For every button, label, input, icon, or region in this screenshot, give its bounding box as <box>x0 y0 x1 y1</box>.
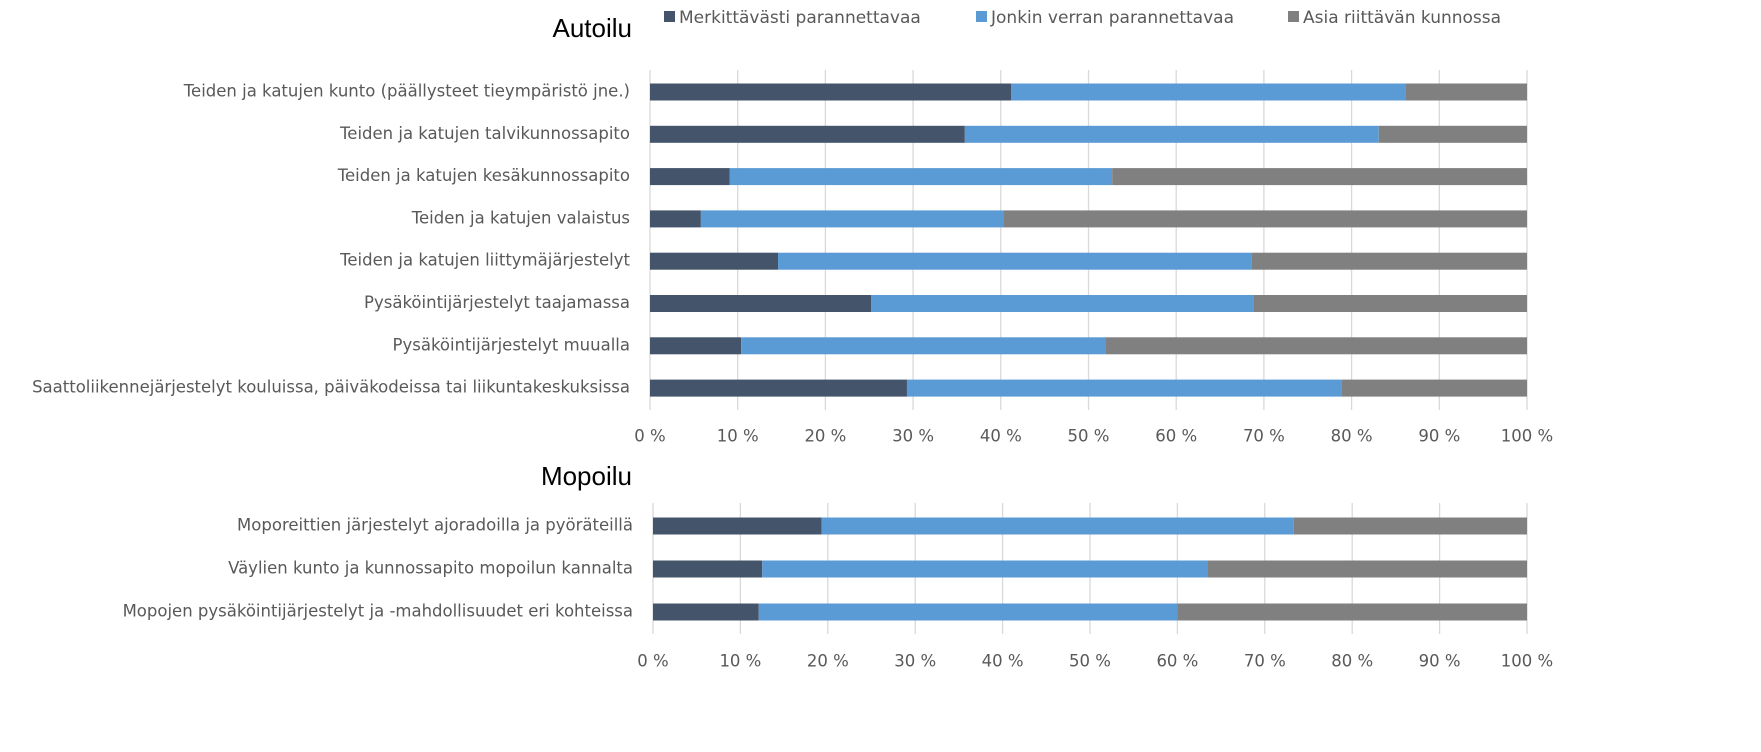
chart-title: Mopoilu <box>541 461 632 491</box>
legend-label: Merkittävästi parannettavaa <box>679 8 921 28</box>
x-tick-label: 90 % <box>1419 652 1461 671</box>
legend-label: Jonkin verran parannettavaa <box>990 8 1234 28</box>
x-tick-label: 70 % <box>1244 652 1286 671</box>
chart-title: Autoilu <box>553 13 633 43</box>
bar-segment <box>700 210 1004 228</box>
bar-segment <box>1378 125 1527 143</box>
x-tick-label: 80 % <box>1331 652 1373 671</box>
category-label: Teiden ja katujen valaistus <box>411 208 630 227</box>
legend-swatch <box>664 11 675 22</box>
category-label: Teiden ja katujen talvikunnossapito <box>339 124 630 143</box>
x-tick-label: 60 % <box>1155 427 1197 446</box>
x-tick-label: 20 % <box>804 427 846 446</box>
x-tick-label: 50 % <box>1068 427 1110 446</box>
bar-segment <box>1293 517 1527 535</box>
x-tick-label: 80 % <box>1331 427 1373 446</box>
x-tick-label: 90 % <box>1418 427 1460 446</box>
bar-segment <box>1341 379 1527 397</box>
bar-segment <box>650 210 701 228</box>
category-label: Teiden ja katujen kunto (päällysteet tie… <box>183 82 630 101</box>
bar-segment <box>906 379 1342 397</box>
category-label: Teiden ja katujen liittymäjärjestelyt <box>339 251 630 270</box>
category-label: Saattoliikennejärjestelyt kouluissa, päi… <box>32 378 630 397</box>
x-tick-label: 0 % <box>637 652 668 671</box>
legend-label: Asia riittävän kunnossa <box>1303 8 1501 28</box>
x-tick-label: 0 % <box>634 427 665 446</box>
bar-segment <box>650 295 872 312</box>
bar-segment <box>653 603 759 621</box>
bar-segment <box>653 517 822 535</box>
bar-segment <box>650 125 965 143</box>
bar-segment <box>1251 252 1527 270</box>
x-tick-label: 100 % <box>1501 652 1553 671</box>
x-tick-label: 10 % <box>719 652 761 671</box>
category-label: Moporeittien järjestelyt ajoradoilla ja … <box>237 516 633 535</box>
bar-segment <box>964 125 1379 143</box>
x-tick-label: 30 % <box>892 427 934 446</box>
bar-segment <box>1177 603 1527 621</box>
bar-segment <box>758 603 1178 621</box>
bar-segment <box>821 517 1294 535</box>
bar-segment <box>650 83 1012 101</box>
x-tick-label: 40 % <box>980 427 1022 446</box>
bar-segment <box>650 379 907 397</box>
bar-segment <box>1105 337 1527 355</box>
bar-segment <box>1253 295 1527 312</box>
bar-segment <box>778 252 1252 270</box>
bar-segment <box>1003 210 1527 228</box>
x-tick-label: 50 % <box>1069 652 1111 671</box>
category-label: Pysäköintijärjestelyt taajamassa <box>364 293 630 312</box>
x-tick-label: 10 % <box>717 427 759 446</box>
bar-segment <box>650 337 742 355</box>
bar-segment <box>871 295 1254 312</box>
bar-segment <box>1405 83 1527 101</box>
bar-segment <box>653 560 763 578</box>
bar-segment <box>1112 168 1527 186</box>
x-tick-label: 20 % <box>807 652 849 671</box>
bar-segment <box>729 168 1113 186</box>
bar-segment <box>741 337 1106 355</box>
bar-segment <box>1207 560 1527 578</box>
bar-segment <box>1011 83 1406 101</box>
category-label: Pysäköintijärjestelyt muualla <box>393 335 630 354</box>
legend-swatch <box>976 11 987 22</box>
x-tick-label: 100 % <box>1501 427 1553 446</box>
x-tick-label: 70 % <box>1243 427 1285 446</box>
category-label: Väylien kunto ja kunnossapito mopoilun k… <box>228 559 633 578</box>
bar-segment <box>650 252 779 270</box>
x-tick-label: 60 % <box>1156 652 1198 671</box>
x-tick-label: 30 % <box>894 652 936 671</box>
x-tick-label: 40 % <box>982 652 1024 671</box>
bar-segment <box>762 560 1208 578</box>
category-label: Teiden ja katujen kesäkunnossapito <box>337 166 630 185</box>
legend-swatch <box>1288 11 1299 22</box>
bar-segment <box>650 168 730 186</box>
category-label: Mopojen pysäköintijärjestelyt ja -mahdol… <box>123 602 633 621</box>
